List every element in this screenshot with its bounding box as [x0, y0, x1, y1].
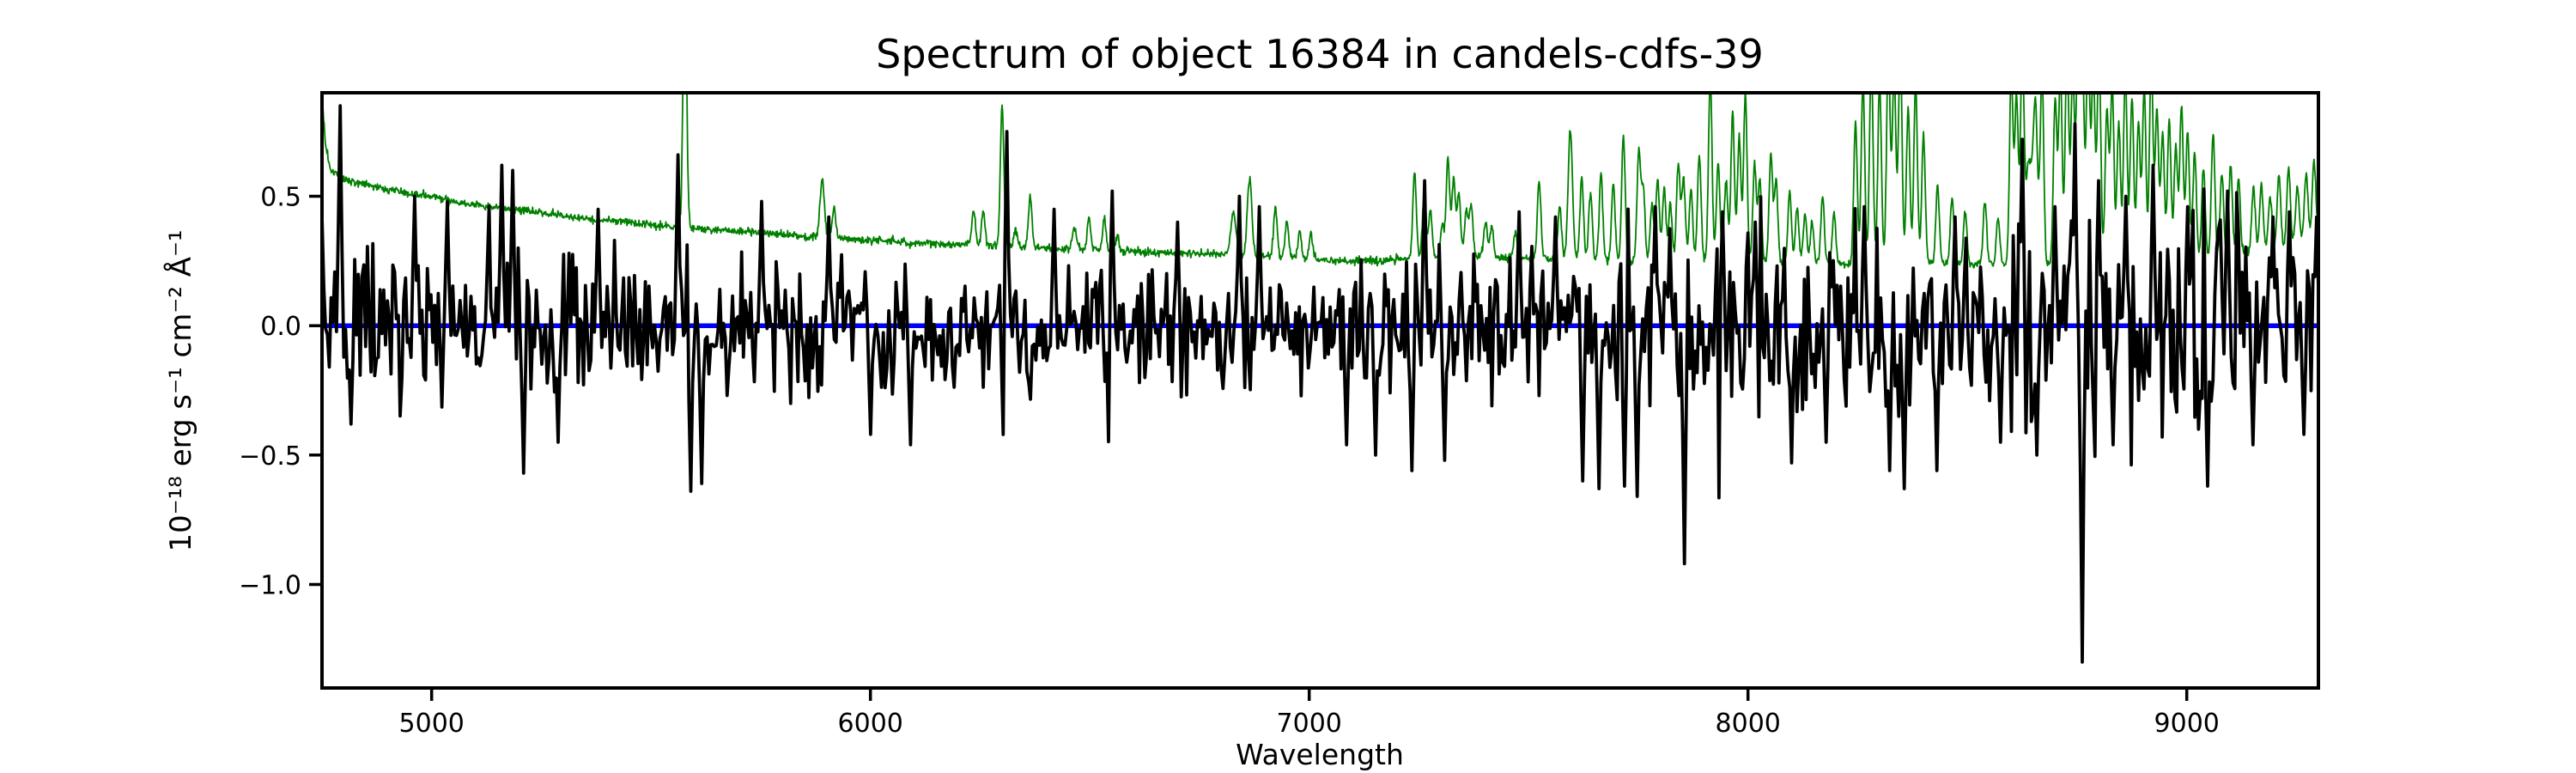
x-axis-label: Wavelength [1236, 738, 1404, 771]
noise-spectrum-line [321, 91, 2319, 271]
flux-spectrum-line [320, 104, 2320, 664]
data-series [320, 91, 2320, 664]
y-tick-label-0.0: 0.0 [260, 312, 301, 342]
x-tick-label-6000: 6000 [838, 709, 903, 739]
y-tick-label-−0.5: −0.5 [239, 441, 301, 472]
x-axis-ticks: 5000 6000 7000 8000 9000 [399, 690, 2220, 739]
plot-border [320, 91, 2320, 690]
x-tick-label-9000: 9000 [2154, 709, 2220, 739]
plot-title: Spectrum of object 16384 in candels-cdfs… [876, 31, 1764, 77]
y-tick-label-−1.0: −1.0 [239, 571, 301, 601]
y-tick-label-0.5: 0.5 [260, 183, 301, 213]
x-tick-label-8000: 8000 [1716, 709, 1781, 739]
y-axis-ticks: 0.5 0.0 −0.5 −1.0 [239, 183, 320, 601]
x-tick-label-7000: 7000 [1277, 709, 1342, 739]
y-axis-label: 10⁻¹⁸ erg s⁻¹ cm⁻² Å⁻¹ [163, 229, 198, 551]
x-tick-label-5000: 5000 [399, 709, 465, 739]
